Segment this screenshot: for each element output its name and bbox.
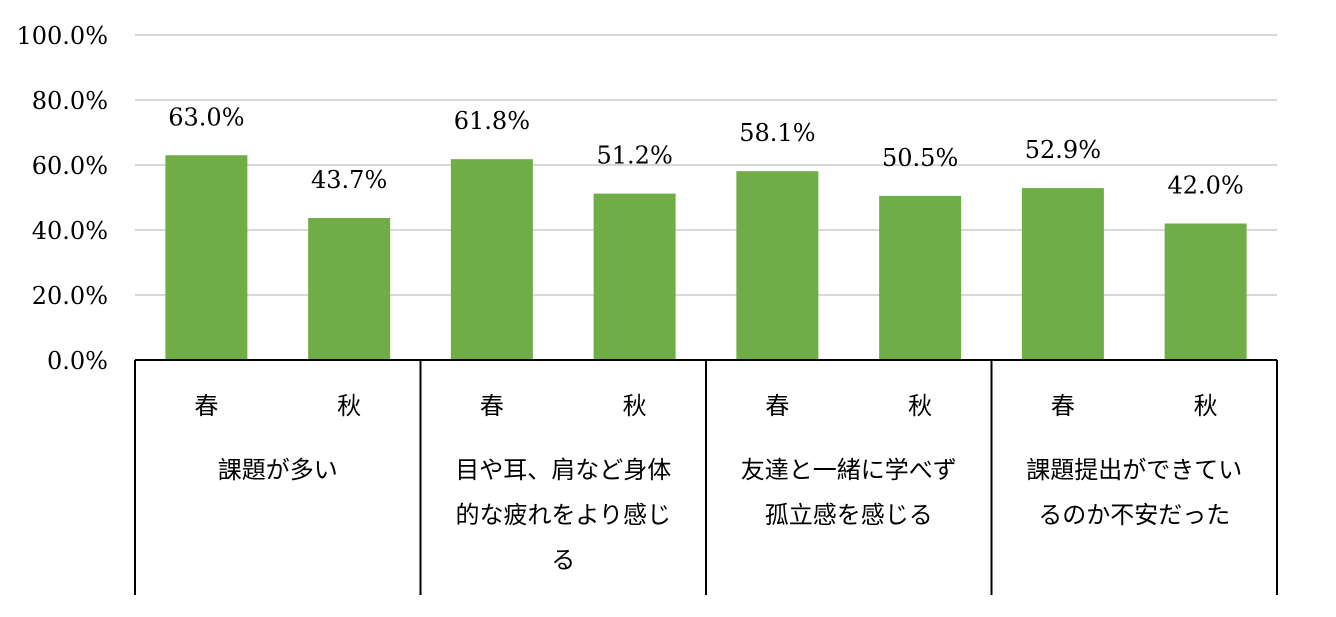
bar: [593, 193, 676, 360]
data-labels: 63.0% 43.7% 61.8% 51.2% 58.1% 50.5% 52.9% 42.0%: [168, 103, 1244, 199]
bar: [736, 171, 819, 360]
bar: [1164, 223, 1247, 360]
y-tick-label: 40.0%: [32, 217, 108, 245]
group-label: 課題が多い: [218, 456, 338, 484]
y-tick-label: 20.0%: [32, 282, 108, 310]
y-tick-label: 100.0%: [16, 22, 108, 50]
group-label: るのか不安だった: [1038, 501, 1230, 529]
bar-category-label: 春: [480, 392, 504, 420]
bar-category-label: 秋: [908, 392, 932, 420]
category-axis: [134, 359, 1278, 595]
bar-category-label: 秋: [623, 392, 647, 420]
gridlines: [135, 34, 1277, 296]
bar-category-label: 春: [194, 392, 218, 420]
data-label: 43.7%: [311, 166, 387, 194]
group-label: 孤立感を感じる: [765, 501, 933, 529]
bar-category-label: 春: [1051, 392, 1075, 420]
y-axis-ticks: 0.0% 20.0% 40.0% 60.0% 80.0% 100.0%: [16, 22, 108, 375]
bars: [165, 155, 1247, 360]
bar-category-label: 秋: [1194, 392, 1218, 420]
data-label: 51.2%: [597, 142, 673, 170]
bar-category-label: 春: [765, 392, 789, 420]
bar: [450, 159, 533, 360]
bar: [1021, 188, 1104, 360]
bar: [308, 217, 391, 360]
group-label: 課題提出ができてい: [1026, 456, 1242, 484]
y-tick-label: 0.0%: [47, 347, 108, 375]
bar: [879, 195, 962, 360]
y-tick-label: 80.0%: [32, 87, 108, 115]
data-label: 63.0%: [168, 103, 244, 131]
bar: [165, 155, 248, 360]
data-label: 61.8%: [454, 107, 530, 135]
data-label: 52.9%: [1025, 136, 1101, 164]
y-tick-label: 60.0%: [32, 152, 108, 180]
group-label: 友達と一緒に学べず: [741, 456, 957, 484]
data-label: 42.0%: [1168, 172, 1244, 200]
group-label: 目や耳、肩など身体: [455, 456, 671, 484]
bar-category-label: 秋: [337, 392, 361, 420]
data-label: 58.1%: [739, 119, 815, 147]
data-label: 50.5%: [882, 144, 958, 172]
group-label: る: [551, 546, 575, 574]
group-label: 的な疲れをより感じ: [455, 501, 671, 529]
